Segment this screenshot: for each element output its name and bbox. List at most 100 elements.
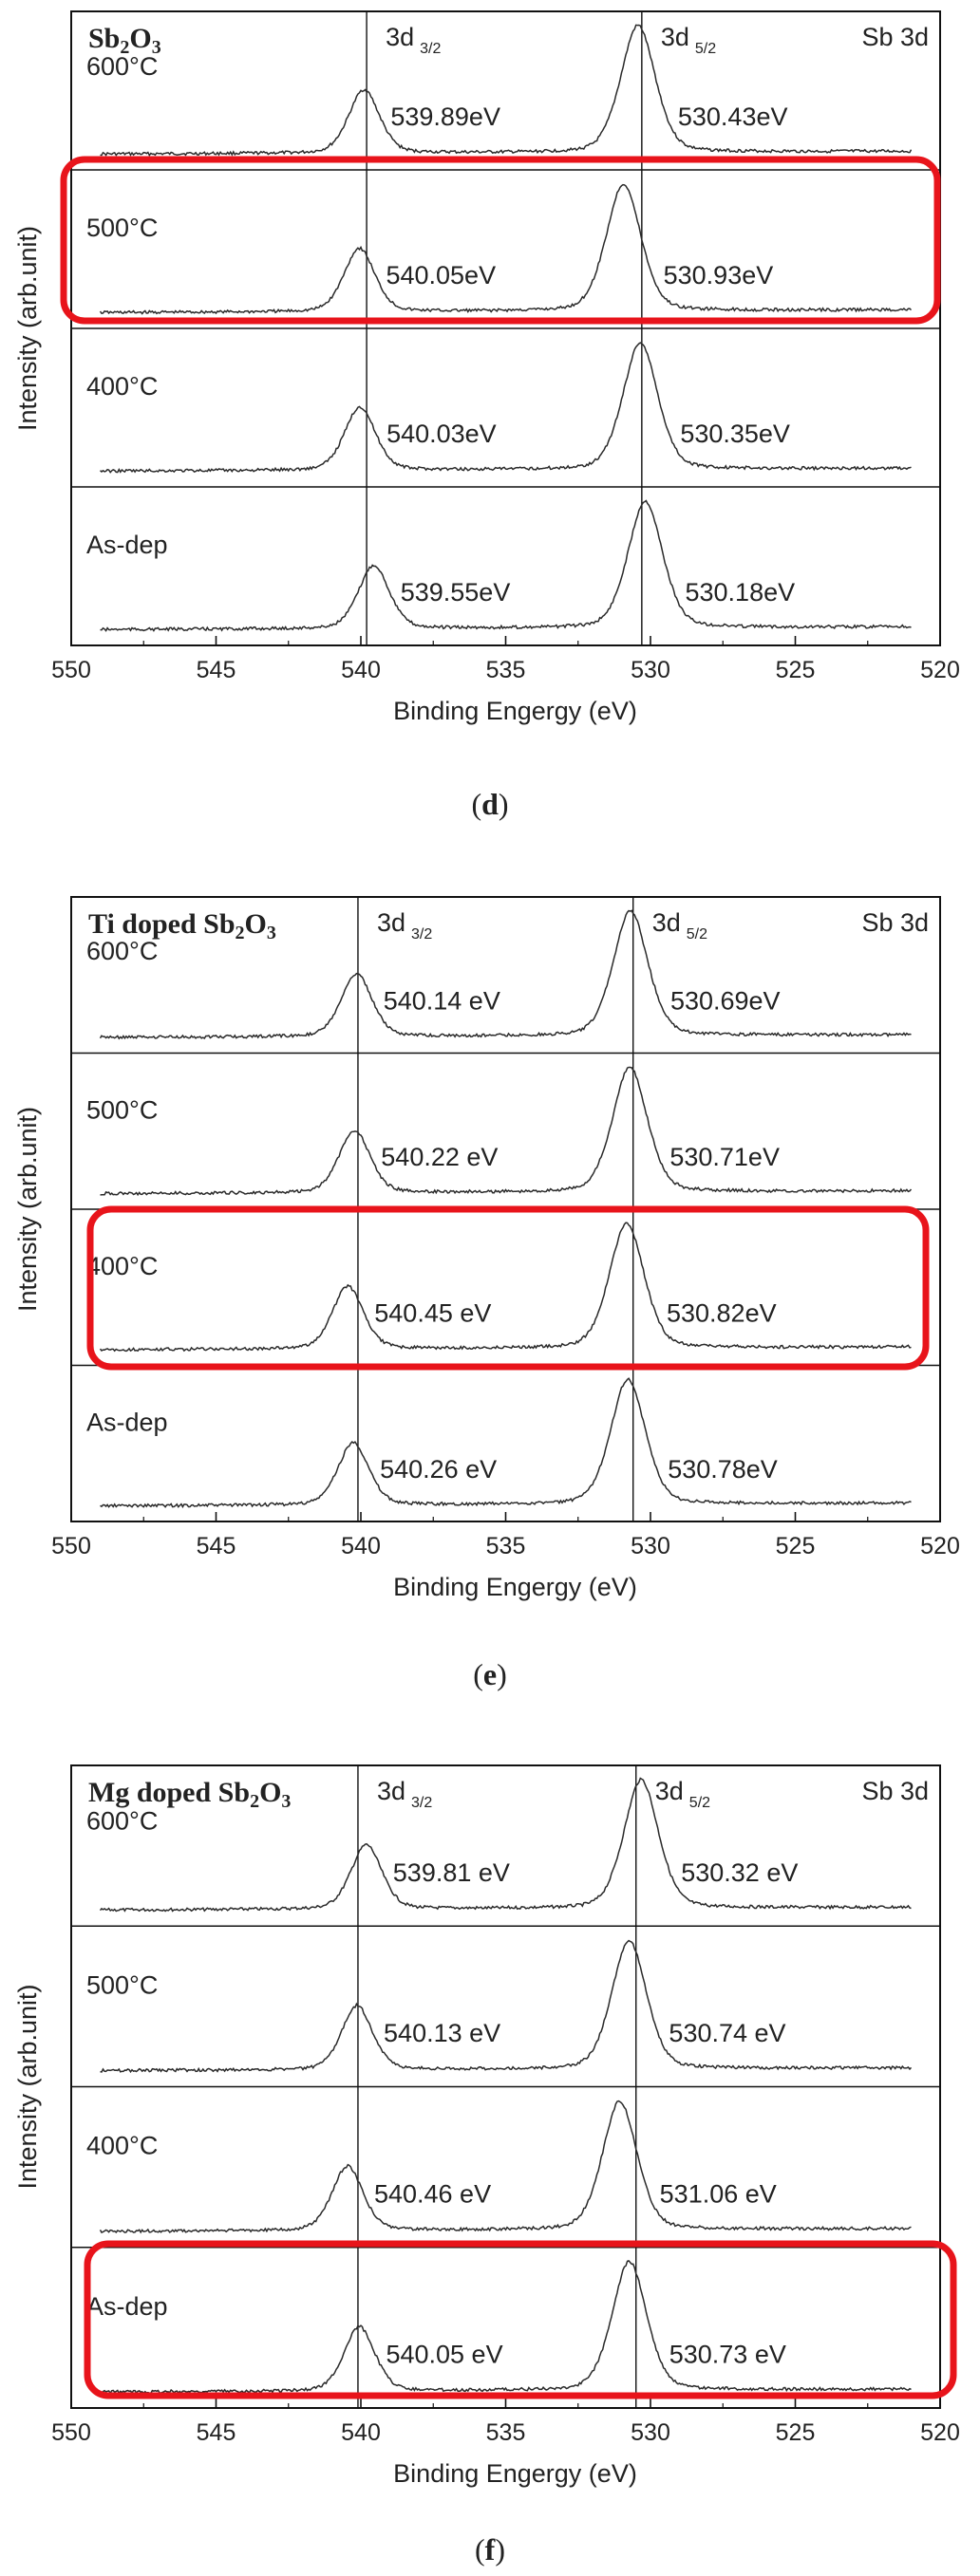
highlight-box [86,1205,930,1371]
panels-group: 600°C 539.89eV 530.43eV 500°C 540.05eV 530.93… [13,10,960,2567]
peak1-value-label: 540.13 eV [384,2019,500,2047]
series-name-label: 600°C [86,937,158,965]
x-tick-label: 545 [197,657,236,683]
spectrum-line [100,499,912,632]
peak2-value-label: 531.06 eV [660,2179,777,2208]
orbital-text: 3d [652,908,681,937]
peak1-value-label: 540.05 eV [386,2341,502,2369]
panel-caption: (e) [473,1657,507,1691]
title-text: Mg doped Sb [88,1777,250,1808]
x-tick-label: 530 [631,2419,670,2446]
series-name-label: 400°C [86,2132,158,2160]
panel-caption: (d) [471,787,508,821]
x-axis-label: Binding Engergy (eV) [393,1573,637,1601]
x-tick-label: 535 [486,1533,526,1559]
orbital-subscript: 3/2 [420,41,441,57]
orbital-text: 3d [386,23,414,51]
x-tick-label: 545 [197,2419,236,2446]
spectrum-line [99,183,913,315]
x-tick-label: 530 [631,657,670,683]
orbital-text: 3d [377,908,405,937]
peak2-value-label: 530.93eV [664,261,774,289]
peak2-value-label: 530.69eV [670,986,781,1015]
title-text: O [245,908,267,940]
orbital-subscript: 5/2 [695,41,716,57]
series-name-label: As-dep [86,1409,168,1437]
spectrum-line [99,1777,912,1913]
peak2-orbital-label: 3d 5/2 [661,23,716,57]
spectrum-line [100,24,913,158]
chart-title: Mg doped Sb2O3 [88,1777,291,1812]
series-name-label: 600°C [86,52,158,81]
peak2-value-label: 530.71eV [669,1143,780,1171]
orbital-subscript: 3/2 [411,926,432,943]
orbital-subscript: 3/2 [411,1795,432,1811]
series-name-label: 500°C [86,214,158,242]
series-name-label: 500°C [86,1970,158,1999]
series-name-label: 400°C [86,1252,158,1280]
series-name-label: As-dep [86,531,168,559]
peak2-value-label: 530.73 eV [669,2341,786,2369]
orbital-text: 3d [377,1777,405,1805]
core-level-label: Sb 3d [861,23,929,51]
orbital-text: 3d [661,23,689,51]
spectrum-line [100,1939,913,2074]
x-tick-label: 540 [341,2419,381,2446]
highlight-box [84,2240,957,2399]
caption-close-paren: ) [499,787,509,821]
title-subscript: 2 [250,1791,259,1812]
title-subscript: 3 [267,923,276,943]
x-tick-label: 550 [51,2419,91,2446]
series-name-label: 500°C [86,1096,158,1125]
spectrum-line [100,342,912,474]
x-tick-label: 530 [631,1533,670,1559]
core-level-label: Sb 3d [861,908,929,937]
peak1-value-label: 539.55eV [401,578,511,607]
series-name-label: As-dep [86,2292,168,2321]
caption-letter: e [483,1657,497,1691]
series-name-label: 400°C [86,372,158,401]
peak2-value-label: 530.43eV [678,103,788,131]
orbital-subscript: 5/2 [689,1795,710,1811]
x-tick-label: 520 [920,2419,960,2446]
peak1-value-label: 540.45 eV [374,1298,491,1327]
peak2-value-label: 530.82eV [667,1298,777,1327]
x-tick-label: 535 [486,2419,526,2446]
spectrum-line [99,1222,912,1353]
peak1-value-label: 540.03eV [386,420,497,448]
chart-title: Sb2O3 [88,23,161,58]
series-name-label: 600°C [86,1807,158,1836]
spectrum-line [99,2100,912,2234]
core-level-label: Sb 3d [861,1777,929,1805]
y-axis-label: Intensity (arb.unit) [13,1984,42,2189]
title-subscript: 3 [281,1791,291,1812]
orbital-text: 3d [655,1777,684,1805]
caption-letter: d [481,787,499,821]
peak2-value-label: 530.18eV [686,578,796,607]
x-tick-label: 535 [486,657,526,683]
panel-caption: (f) [475,2532,505,2567]
x-axis-label: Binding Engergy (eV) [393,2459,637,2488]
peak1-value-label: 540.26 eV [380,1455,497,1484]
x-tick-label: 525 [776,2419,816,2446]
x-tick-label: 540 [341,657,381,683]
caption-letter: f [485,2532,496,2567]
caption-open-paren: ( [473,1657,483,1691]
x-tick-label: 540 [341,1533,381,1559]
y-axis-label: Intensity (arb.unit) [13,1107,42,1312]
peak2-value-label: 530.74 eV [669,2019,785,2047]
peak2-orbital-label: 3d 5/2 [652,908,707,943]
title-subscript: 2 [120,37,129,58]
peak1-orbital-label: 3d 3/2 [377,908,432,943]
orbital-subscript: 5/2 [687,926,707,943]
x-tick-label: 525 [776,657,816,683]
peak1-value-label: 540.46 eV [374,2179,491,2208]
peak1-value-label: 540.22 eV [381,1143,498,1171]
spectrum-line [100,1066,913,1197]
peak2-value-label: 530.32 eV [681,1858,798,1887]
title-subscript: 2 [236,923,245,943]
caption-open-paren: ( [475,2532,485,2567]
caption-close-paren: ) [497,1657,507,1691]
x-tick-label: 550 [51,657,91,683]
